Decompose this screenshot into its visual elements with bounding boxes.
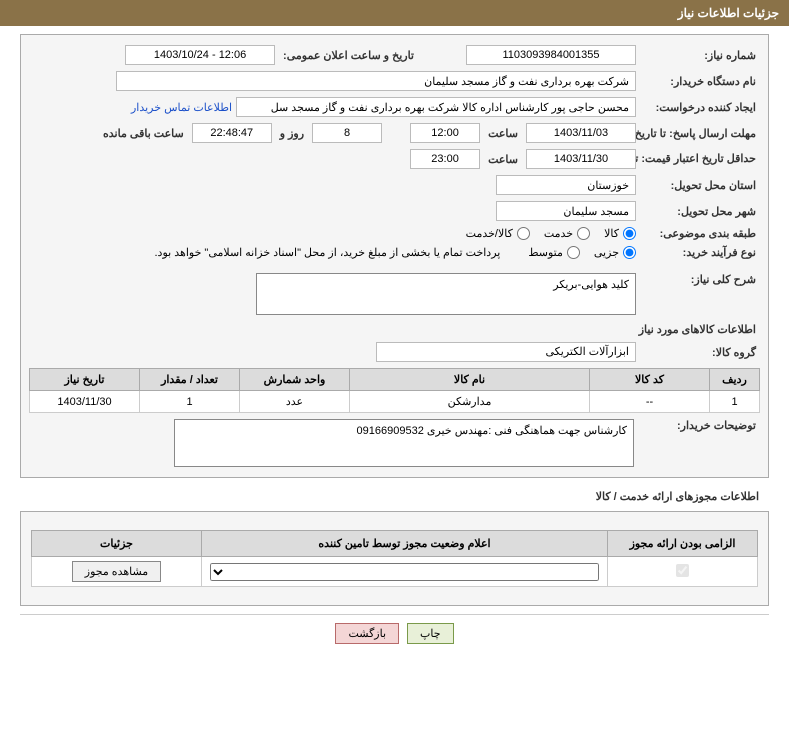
row-validity: حداقل تاریخ اعتبار قیمت: تا تاریخ: 1403/… bbox=[29, 149, 760, 169]
purchase-note: پرداخت تمام یا بخشی از مبلغ خرید، از محل… bbox=[155, 246, 501, 259]
buyer-org-label: نام دستگاه خریدار: bbox=[640, 75, 760, 88]
table-row: 1 -- مدارشکن عدد 1 1403/11/30 bbox=[30, 391, 760, 413]
remaining-label: ساعت باقی مانده bbox=[99, 127, 188, 140]
radio-service-input[interactable] bbox=[577, 227, 590, 240]
general-desc-text: کلید هوایی-بریکر bbox=[553, 279, 629, 291]
license-panel: الزامی بودن ارائه مجوز اعلام وضعیت مجوز … bbox=[20, 511, 769, 606]
td-qty: 1 bbox=[140, 391, 240, 413]
th-details: جزئیات bbox=[32, 531, 202, 557]
license-table: الزامی بودن ارائه مجوز اعلام وضعیت مجوز … bbox=[31, 530, 758, 587]
radio-goods-input[interactable] bbox=[623, 227, 636, 240]
radio-medium[interactable]: متوسط bbox=[528, 246, 580, 259]
required-checkbox bbox=[676, 564, 689, 577]
buyer-notes-text: کارشناس جهت هماهنگی فنی :مهندس خیری 0916… bbox=[357, 425, 627, 437]
group-label: گروه کالا: bbox=[640, 346, 760, 359]
days-and-label: روز و bbox=[276, 127, 308, 140]
radio-both-input[interactable] bbox=[517, 227, 530, 240]
license-row: مشاهده مجوز bbox=[32, 557, 758, 587]
validity-label: حداقل تاریخ اعتبار قیمت: تا تاریخ: bbox=[640, 152, 760, 166]
print-button[interactable]: چاپ bbox=[407, 623, 454, 644]
td-unit: عدد bbox=[240, 391, 350, 413]
province-label: استان محل تحویل: bbox=[640, 179, 760, 192]
requester-value: محسن حاجی پور کارشناس اداره کالا شرکت به… bbox=[236, 97, 636, 117]
license-header-row: الزامی بودن ارائه مجوز اعلام وضعیت مجوز … bbox=[32, 531, 758, 557]
general-desc-box: کلید هوایی-بریکر bbox=[256, 273, 636, 315]
row-purchase-type: نوع فرآیند خرید: جزیی متوسط پرداخت تمام … bbox=[29, 246, 760, 259]
deadline-date: 1403/11/03 bbox=[526, 123, 636, 143]
countdown-value: 22:48:47 bbox=[192, 123, 272, 143]
row-buyer-org: نام دستگاه خریدار: شرکت بهره برداری نفت … bbox=[29, 71, 760, 91]
deadline-label: مهلت ارسال پاسخ: تا تاریخ: bbox=[640, 127, 760, 140]
row-category: طبقه بندی موضوعی: کالا خدمت کالا/خدمت bbox=[29, 227, 760, 240]
td-status bbox=[202, 557, 608, 587]
buyer-notes-box: کارشناس جهت هماهنگی فنی :مهندس خیری 0916… bbox=[174, 419, 634, 467]
radio-both[interactable]: کالا/خدمت bbox=[466, 227, 530, 240]
th-name: نام کالا bbox=[350, 369, 590, 391]
announce-label: تاریخ و ساعت اعلان عمومی: bbox=[279, 49, 418, 62]
time-label-2: ساعت bbox=[484, 153, 522, 166]
buyer-notes-label: توضیحات خریدار: bbox=[640, 419, 760, 432]
row-requester: ایجاد کننده درخواست: محسن حاجی پور کارشن… bbox=[29, 97, 760, 117]
time-label-1: ساعت bbox=[484, 127, 522, 140]
row-city: شهر محل تحویل: مسجد سلیمان bbox=[29, 201, 760, 221]
days-remaining: 8 bbox=[312, 123, 382, 143]
td-details: مشاهده مجوز bbox=[32, 557, 202, 587]
row-general-desc: شرح کلی نیاز: کلید هوایی-بریکر bbox=[29, 273, 760, 315]
radio-medium-input[interactable] bbox=[567, 246, 580, 259]
status-select[interactable] bbox=[210, 563, 599, 581]
radio-partial[interactable]: جزیی bbox=[594, 246, 636, 259]
city-label: شهر محل تحویل: bbox=[640, 205, 760, 218]
validity-time: 23:00 bbox=[410, 149, 480, 169]
license-section-title: اطلاعات مجوزهای ارائه خدمت / کالا bbox=[20, 486, 769, 507]
radio-goods[interactable]: کالا bbox=[604, 227, 636, 240]
general-desc-label: شرح کلی نیاز: bbox=[640, 273, 760, 286]
city-value: مسجد سلیمان bbox=[496, 201, 636, 221]
row-group: گروه کالا: ابزارآلات الکتریکی bbox=[29, 342, 760, 362]
radio-partial-input[interactable] bbox=[623, 246, 636, 259]
back-button[interactable]: بازگشت bbox=[335, 623, 399, 644]
goods-info-title: اطلاعات کالاهای مورد نیاز bbox=[33, 323, 756, 336]
need-number-value: 1103093984001355 bbox=[466, 45, 636, 65]
announce-value: 1403/10/24 - 12:06 bbox=[125, 45, 275, 65]
th-unit: واحد شمارش bbox=[240, 369, 350, 391]
td-name: مدارشکن bbox=[350, 391, 590, 413]
th-qty: تعداد / مقدار bbox=[140, 369, 240, 391]
main-panel: شماره نیاز: 1103093984001355 تاریخ و ساع… bbox=[20, 34, 769, 478]
buyer-org-value: شرکت بهره برداری نفت و گاز مسجد سلیمان bbox=[116, 71, 636, 91]
page-title: جزئیات اطلاعات نیاز bbox=[678, 6, 779, 20]
row-buyer-notes: توضیحات خریدار: کارشناس جهت هماهنگی فنی … bbox=[29, 419, 760, 467]
row-deadline: مهلت ارسال پاسخ: تا تاریخ: 1403/11/03 سا… bbox=[29, 123, 760, 143]
row-need-number: شماره نیاز: 1103093984001355 تاریخ و ساع… bbox=[29, 45, 760, 65]
radio-service[interactable]: خدمت bbox=[544, 227, 590, 240]
goods-table: ردیف کد کالا نام کالا واحد شمارش تعداد /… bbox=[29, 368, 760, 413]
row-province: استان محل تحویل: خوزستان bbox=[29, 175, 760, 195]
td-date: 1403/11/30 bbox=[30, 391, 140, 413]
th-code: کد کالا bbox=[590, 369, 710, 391]
validity-date: 1403/11/30 bbox=[526, 149, 636, 169]
table-header-row: ردیف کد کالا نام کالا واحد شمارش تعداد /… bbox=[30, 369, 760, 391]
bottom-bar: چاپ بازگشت bbox=[20, 614, 769, 656]
buyer-contact-link[interactable]: اطلاعات تماس خریدار bbox=[131, 101, 232, 114]
view-license-button[interactable]: مشاهده مجوز bbox=[72, 561, 161, 582]
province-value: خوزستان bbox=[496, 175, 636, 195]
th-row: ردیف bbox=[710, 369, 760, 391]
category-radios: کالا خدمت کالا/خدمت bbox=[466, 227, 636, 240]
requester-label: ایجاد کننده درخواست: bbox=[640, 101, 760, 114]
category-label: طبقه بندی موضوعی: bbox=[640, 227, 760, 240]
need-number-label: شماره نیاز: bbox=[640, 49, 760, 62]
purchase-type-radios: جزیی متوسط bbox=[528, 246, 636, 259]
th-required: الزامی بودن ارائه مجوز bbox=[608, 531, 758, 557]
page-header: جزئیات اطلاعات نیاز bbox=[0, 0, 789, 26]
td-row: 1 bbox=[710, 391, 760, 413]
group-value: ابزارآلات الکتریکی bbox=[376, 342, 636, 362]
th-date: تاریخ نیاز bbox=[30, 369, 140, 391]
th-status: اعلام وضعیت مجوز توسط تامین کننده bbox=[202, 531, 608, 557]
td-required bbox=[608, 557, 758, 587]
deadline-time: 12:00 bbox=[410, 123, 480, 143]
td-code: -- bbox=[590, 391, 710, 413]
purchase-type-label: نوع فرآیند خرید: bbox=[640, 246, 760, 259]
